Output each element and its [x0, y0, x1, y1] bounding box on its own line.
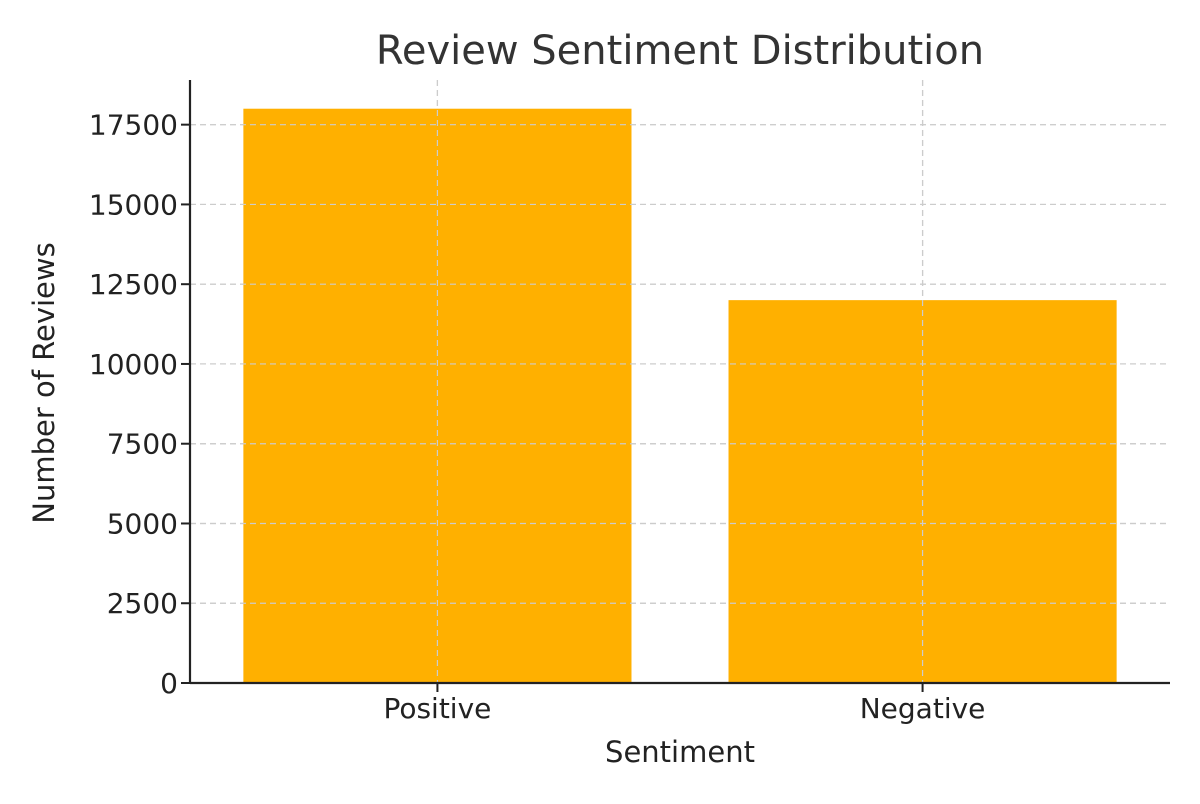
y-axis-label: Number of Reviews — [27, 242, 61, 523]
axes — [188, 80, 1170, 685]
y-tick-label: 15000 — [89, 188, 178, 221]
x-axis-ticks: Positive Negative — [383, 683, 985, 725]
y-tick-label: 17500 — [89, 109, 178, 142]
x-axis-label: Sentiment — [605, 735, 755, 769]
y-tick-label: 12500 — [89, 268, 178, 301]
chart-title: Review Sentiment Distribution — [376, 28, 984, 74]
y-tick-label: 7500 — [107, 428, 178, 461]
y-axis-ticks: 0 2500 5000 7500 10000 12500 15000 17500 — [89, 109, 190, 700]
x-tick-label-positive: Positive — [383, 692, 491, 725]
y-tick-label: 5000 — [107, 507, 178, 540]
y-tick-label: 0 — [160, 667, 178, 700]
x-tick-label-negative: Negative — [860, 692, 986, 725]
bars — [190, 80, 1170, 683]
y-tick-label: 2500 — [107, 587, 178, 620]
y-tick-label: 10000 — [89, 348, 178, 381]
